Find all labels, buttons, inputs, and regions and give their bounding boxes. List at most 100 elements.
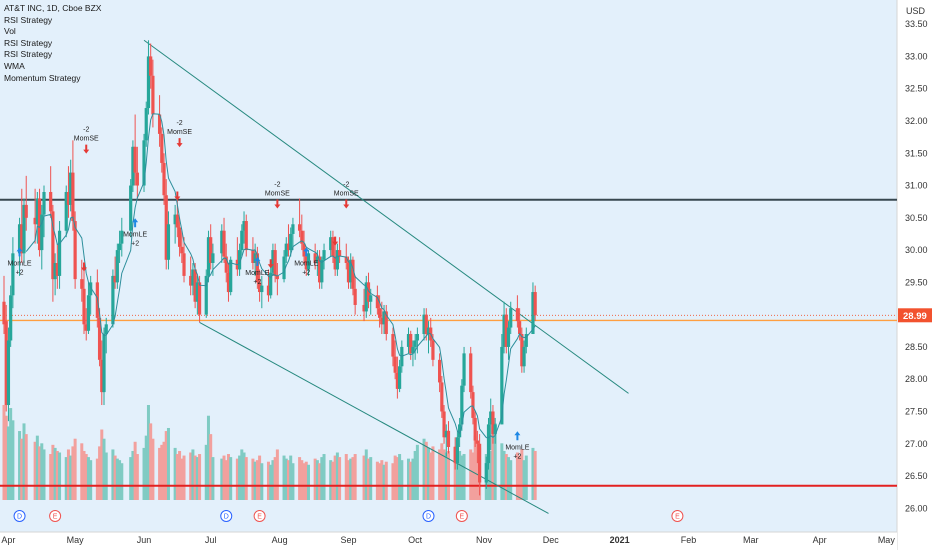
- volume-bar: [129, 457, 133, 500]
- volume-bar: [489, 450, 493, 500]
- candle-body: [100, 359, 104, 393]
- candle-body: [362, 304, 366, 312]
- candle-body: [315, 256, 319, 263]
- volume-bar: [118, 460, 122, 500]
- volume-bar: [22, 423, 26, 500]
- volume-bar: [313, 458, 317, 500]
- volume-bar: [524, 455, 528, 500]
- volume-bar: [440, 443, 444, 500]
- candle-body: [226, 272, 231, 293]
- volume-bar: [322, 454, 326, 500]
- x-tick-label: Aug: [272, 535, 288, 545]
- candle-body: [506, 327, 511, 347]
- volume-bar: [520, 449, 524, 500]
- volume-bar: [69, 455, 73, 500]
- volume-bar: [493, 423, 497, 500]
- candle-body: [51, 211, 55, 280]
- candle-body: [55, 263, 59, 276]
- volume-bar: [4, 415, 8, 500]
- volume-bar: [429, 452, 433, 500]
- volume-bar: [304, 461, 308, 500]
- volume-bar: [20, 438, 24, 500]
- signal-label: MomSE: [167, 129, 192, 136]
- candle-body: [49, 191, 53, 212]
- candle-body: [255, 253, 259, 283]
- candle-body: [491, 411, 495, 435]
- volume-bar: [266, 461, 270, 500]
- earnings-event-icon: [671, 510, 684, 522]
- volume-bar: [102, 438, 106, 500]
- volume-bar: [391, 463, 395, 500]
- volume-bar: [104, 452, 108, 500]
- candle-body: [524, 334, 528, 347]
- x-tick-label: Oct: [408, 535, 423, 545]
- volume-bar: [306, 464, 310, 500]
- candle-body: [444, 430, 448, 438]
- legend-title[interactable]: AT&T INC, 1D, Cboe BZX: [4, 3, 102, 13]
- candle-body: [222, 230, 226, 257]
- y-tick-label: 30.00: [905, 245, 928, 255]
- volume-bar: [500, 443, 504, 500]
- candle-body: [237, 250, 242, 270]
- volume-bar: [335, 452, 339, 500]
- legend-study-vol[interactable]: Vol: [4, 26, 16, 37]
- volume-bar: [18, 431, 22, 500]
- y-tick-label: 32.00: [905, 116, 928, 126]
- x-tick-label: Nov: [476, 535, 493, 545]
- candle-body: [17, 224, 22, 254]
- volume-bar: [522, 460, 526, 500]
- volume-bar: [349, 458, 353, 500]
- y-tick-label: 27.50: [905, 406, 928, 416]
- candle-body: [455, 437, 459, 464]
- volume-bar: [6, 426, 10, 500]
- signal-arrow-down-icon: [83, 144, 90, 154]
- signal-arrow-down-icon: [343, 199, 350, 209]
- time-axis-panel: [0, 532, 897, 550]
- candle-body: [22, 204, 26, 254]
- legend-study-wma[interactable]: WMA: [4, 60, 25, 71]
- volume-bar: [131, 450, 135, 500]
- candle-body: [191, 269, 195, 286]
- volume-bar: [115, 458, 119, 500]
- volume-bar: [346, 460, 350, 500]
- candle-body: [351, 259, 355, 289]
- y-tick-label: 26.50: [905, 471, 928, 481]
- candle-body: [442, 411, 446, 438]
- candle-body: [209, 237, 213, 263]
- x-tick-label: Dec: [543, 535, 560, 545]
- signal-label: -2: [176, 120, 182, 127]
- volume-bar: [100, 429, 104, 500]
- volume-bar: [442, 449, 446, 500]
- candle-body: [349, 259, 353, 283]
- candle-body: [335, 250, 339, 270]
- candle-body: [500, 346, 504, 425]
- x-tick-label: Jul: [205, 535, 217, 545]
- volume-bar: [286, 460, 290, 500]
- candle-body: [182, 253, 186, 276]
- volume-bar: [269, 464, 273, 500]
- volume-bar: [344, 454, 348, 500]
- candle-body: [144, 108, 148, 141]
- volume-bar: [55, 450, 59, 500]
- legend-study-momentum[interactable]: Momentum Strategy: [4, 72, 81, 83]
- candle-body: [522, 346, 526, 367]
- candle-body: [271, 250, 275, 273]
- volume-bar: [82, 450, 86, 500]
- candle-body: [300, 230, 304, 244]
- legend-study-rsi-2[interactable]: RSI Strategy: [4, 37, 53, 48]
- candle-body: [82, 288, 86, 325]
- volume-bar: [211, 457, 215, 500]
- volume-bar: [395, 457, 399, 500]
- volume-bar: [191, 449, 195, 500]
- y-tick-label: 31.00: [905, 181, 928, 191]
- candle-body: [393, 356, 397, 373]
- candle-body: [331, 237, 335, 257]
- candle-body: [478, 443, 482, 483]
- volume-bar: [149, 423, 153, 500]
- legend-study-rsi-3[interactable]: RSI Strategy: [4, 49, 53, 60]
- candle-body: [533, 292, 537, 316]
- volume-bar: [411, 458, 415, 500]
- legend-study-rsi-1[interactable]: RSI Strategy: [4, 14, 53, 25]
